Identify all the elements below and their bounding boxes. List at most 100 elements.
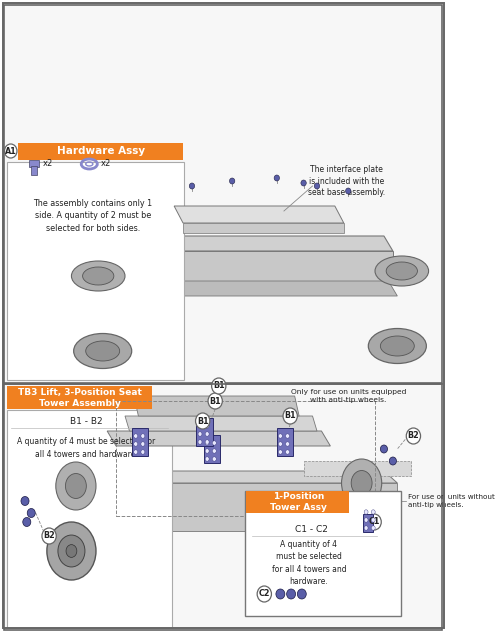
Bar [4,384,442,630]
Text: B1: B1 [284,411,296,420]
Circle shape [380,445,388,453]
Polygon shape [143,251,393,281]
Bar [132,428,148,456]
Circle shape [301,180,306,186]
Polygon shape [134,236,393,251]
Circle shape [205,432,209,436]
Bar [7,410,172,628]
Circle shape [205,457,209,461]
Ellipse shape [342,459,382,507]
Text: For use on units without
anti-tip wheels.: For use on units without anti-tip wheels… [408,494,495,508]
Polygon shape [67,483,398,531]
Circle shape [364,510,368,514]
Ellipse shape [72,261,125,291]
Text: C1: C1 [368,517,380,526]
Text: B1: B1 [213,382,224,391]
Polygon shape [304,461,410,476]
Text: C1 - C2: C1 - C2 [295,524,328,533]
Ellipse shape [86,341,119,361]
Circle shape [278,433,282,438]
Circle shape [141,433,145,438]
Bar [18,143,183,160]
Circle shape [286,442,290,446]
Text: A quantity of 4 must be selected for
all 4 towers and hardware.: A quantity of 4 must be selected for all… [18,437,156,459]
Bar [7,162,184,380]
Ellipse shape [82,267,114,285]
Circle shape [141,442,145,446]
Circle shape [134,450,138,454]
Circle shape [141,450,145,454]
Circle shape [346,188,351,194]
Circle shape [286,450,290,454]
Circle shape [212,457,216,461]
Ellipse shape [58,535,85,567]
Bar [362,514,373,532]
Bar [246,491,349,513]
Circle shape [21,497,29,505]
Circle shape [278,450,282,454]
Text: x2: x2 [101,160,111,168]
Circle shape [364,518,368,522]
Ellipse shape [342,522,390,580]
Circle shape [212,449,216,453]
Ellipse shape [56,462,96,510]
Bar [116,401,375,516]
Circle shape [134,433,138,438]
Circle shape [198,440,202,444]
Circle shape [196,413,210,429]
Ellipse shape [360,545,372,557]
Bar [204,435,220,463]
Ellipse shape [47,522,96,580]
Polygon shape [125,416,317,431]
Bar [277,428,293,456]
Bar [32,166,36,175]
Text: The interface plate
is included with the
seat base assembly.: The interface plate is included with the… [308,165,385,198]
Ellipse shape [351,471,372,495]
Circle shape [23,517,31,526]
Circle shape [406,428,420,444]
Polygon shape [183,223,344,233]
Text: Only for use on units equipped
with anti-tip wheels.: Only for use on units equipped with anti… [290,389,406,403]
Circle shape [230,178,235,184]
Text: B1 - B2: B1 - B2 [70,416,103,425]
Circle shape [205,440,209,444]
Polygon shape [54,471,398,483]
Text: TB3 Lift, 3-Position Seat
Tower Assembly: TB3 Lift, 3-Position Seat Tower Assembly [18,388,142,408]
Bar [244,491,401,616]
Circle shape [134,442,138,446]
Circle shape [198,424,202,428]
Ellipse shape [66,473,86,498]
Text: B1: B1 [197,416,208,425]
Circle shape [314,183,320,189]
Circle shape [367,514,382,530]
Bar [196,418,212,446]
Circle shape [278,442,282,446]
Circle shape [372,510,375,514]
Ellipse shape [368,329,426,363]
Circle shape [364,526,368,530]
Circle shape [372,518,375,522]
Ellipse shape [380,336,414,356]
Text: 1-Position
Tower Assy: 1-Position Tower Assy [270,492,326,512]
Ellipse shape [386,262,418,280]
Bar [4,5,442,383]
Polygon shape [174,206,344,223]
Bar [28,160,40,167]
Circle shape [205,424,209,428]
Circle shape [42,528,56,544]
Text: x2: x2 [43,160,53,168]
Circle shape [27,509,36,517]
Text: The assembly contains only 1
side. A quantity of 2 must be
selected for both sid: The assembly contains only 1 side. A qua… [34,199,152,233]
Circle shape [286,433,290,438]
Circle shape [372,526,375,530]
Polygon shape [107,431,330,446]
Circle shape [276,589,285,599]
Bar [7,386,152,409]
Circle shape [283,408,298,424]
Ellipse shape [66,545,77,557]
Polygon shape [134,396,299,416]
Text: C2: C2 [258,589,270,598]
Circle shape [4,144,17,158]
Text: A1: A1 [5,146,16,155]
Circle shape [212,441,216,445]
